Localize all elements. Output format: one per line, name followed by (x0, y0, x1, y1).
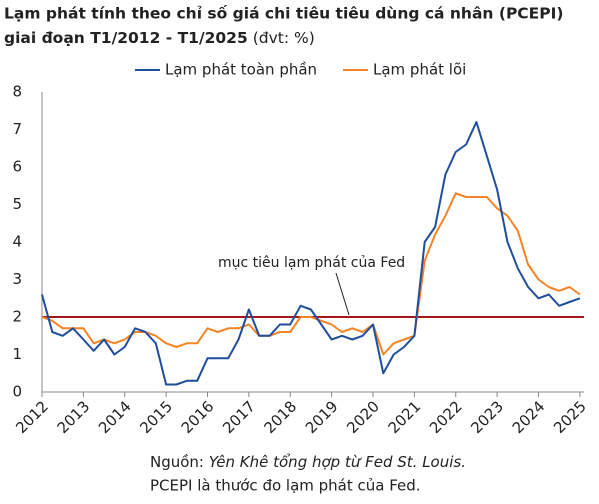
source: Yên Khê tổng hợp từ Fed St. Louis. (209, 453, 466, 471)
x-tick-label: 2016 (178, 397, 218, 437)
series-line (41, 192, 581, 356)
legend-label: Lạm phát toàn phần (165, 61, 317, 79)
target-label: mục tiêu lạm phát của Fed (218, 255, 405, 271)
x-tick-label: 2019 (302, 397, 342, 437)
y-tick-label: 6 (12, 158, 22, 176)
source-line: Nguồn: Yên Khê tổng hợp từ Fed St. Louis… (150, 453, 466, 471)
y-tick-label: 0 (12, 383, 22, 401)
x-tick-label: 2023 (467, 397, 507, 437)
y-tick-label: 8 (12, 83, 22, 101)
x-tick-label: 2021 (385, 397, 425, 437)
unit: (đvt: %) (253, 29, 315, 47)
x-tick-label: 2024 (509, 397, 549, 437)
y-tick-label: 4 (12, 233, 22, 251)
y-tick-label: 2 (12, 308, 22, 326)
chart-title: Lạm phát tính theo chỉ số giá chi tiêu t… (4, 4, 563, 23)
target-arrow (335, 272, 350, 316)
chart-title-line: giai đoạn T1/2012 - T1/2025 (đvt: %) (4, 29, 315, 47)
series-line (41, 121, 581, 386)
legend-label: Lạm phát lõi (373, 61, 466, 79)
y-tick-label: 5 (12, 195, 22, 213)
y-tick-label: 7 (12, 120, 22, 138)
x-tick-label: 2022 (426, 397, 466, 437)
x-tick-label: 2015 (136, 397, 176, 437)
x-tick-label: 2020 (343, 397, 383, 437)
y-tick-label: 3 (12, 270, 22, 288)
x-tick-label: 2017 (219, 397, 259, 437)
x-tick-label: 2025 (550, 397, 590, 437)
y-tick-label: 1 (12, 345, 22, 363)
x-tick-label: 2014 (95, 397, 135, 437)
chart-title: giai đoạn T1/2012 - T1/2025 (4, 29, 248, 47)
x-tick-label: 2018 (261, 397, 301, 437)
note: PCEPI là thước đo lạm phát của Fed. (150, 477, 421, 495)
x-tick-label: 2013 (54, 397, 94, 437)
x-tick-label: 2012 (12, 397, 52, 437)
source-prefix: Nguồn: (150, 453, 209, 471)
